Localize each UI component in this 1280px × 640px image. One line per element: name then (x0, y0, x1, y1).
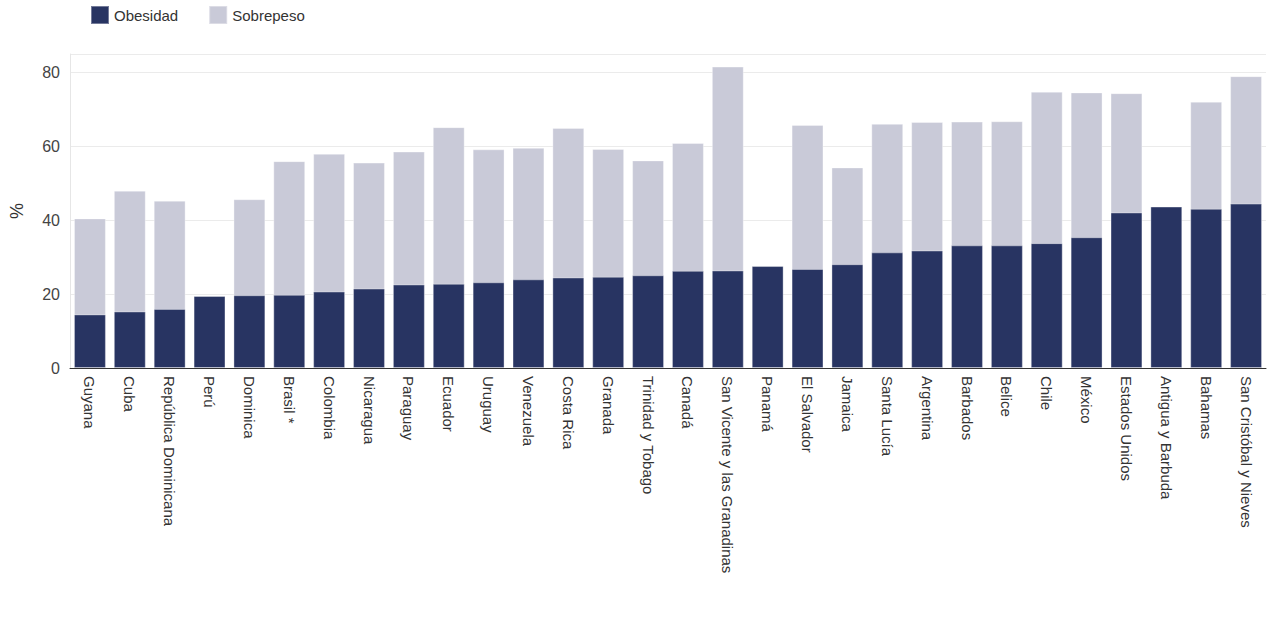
svg-text:20: 20 (42, 286, 60, 303)
svg-text:República Dominicana: República Dominicana (161, 376, 178, 527)
svg-text:El Salvador: El Salvador (799, 376, 816, 453)
svg-text:%: % (7, 203, 27, 219)
svg-text:60: 60 (42, 138, 60, 155)
svg-text:San Vicente y las Granadinas: San Vicente y las Granadinas (719, 376, 736, 573)
svg-text:Belice: Belice (998, 376, 1015, 417)
svg-text:Obesidad: Obesidad (114, 7, 178, 24)
svg-text:Paraguay: Paraguay (400, 376, 417, 441)
svg-text:0: 0 (51, 360, 60, 377)
svg-text:Venezuela: Venezuela (520, 376, 537, 447)
svg-text:40: 40 (42, 212, 60, 229)
svg-text:Brasil *: Brasil * (281, 376, 298, 424)
svg-text:Canadá: Canadá (679, 376, 696, 429)
svg-text:Argentina: Argentina (919, 376, 936, 441)
svg-text:Costa Rica: Costa Rica (560, 376, 577, 450)
svg-text:Colombia: Colombia (321, 376, 338, 440)
svg-text:Uruguay: Uruguay (480, 376, 497, 433)
svg-text:Cuba: Cuba (121, 376, 138, 413)
svg-text:80: 80 (42, 64, 60, 81)
svg-text:Antigua y Barbuda: Antigua y Barbuda (1158, 376, 1175, 500)
svg-text:Barbados: Barbados (959, 376, 976, 440)
svg-text:Trinidad y Tobago: Trinidad y Tobago (640, 376, 657, 494)
svg-text:Panamá: Panamá (759, 376, 776, 433)
svg-text:Granada: Granada (600, 376, 617, 435)
svg-text:Santa Lucía: Santa Lucía (879, 376, 896, 457)
svg-text:Guyana: Guyana (81, 376, 98, 429)
svg-text:Sobrepeso: Sobrepeso (232, 7, 305, 24)
svg-text:Jamaica: Jamaica (839, 376, 856, 433)
svg-text:Ecuador: Ecuador (440, 376, 457, 432)
svg-text:Bahamas: Bahamas (1198, 376, 1215, 439)
svg-text:Nicaragua: Nicaragua (361, 376, 378, 445)
svg-text:Dominica: Dominica (241, 376, 258, 439)
svg-text:Perú: Perú (201, 376, 218, 408)
svg-text:Chile: Chile (1038, 376, 1055, 410)
svg-text:Estados Unidos: Estados Unidos (1118, 376, 1135, 481)
svg-text:México: México (1078, 376, 1095, 424)
svg-text:San Cristóbal y Nieves: San Cristóbal y Nieves (1238, 376, 1255, 528)
